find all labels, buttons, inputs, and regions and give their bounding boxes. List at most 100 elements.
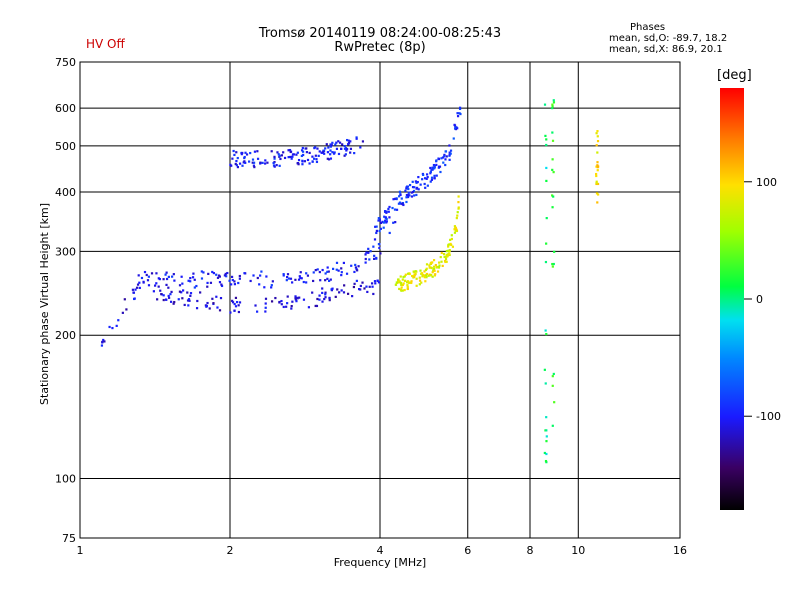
data-point [595,144,598,147]
x-tick-label: 1 [77,544,84,557]
data-point [543,103,547,106]
data-point [403,275,406,278]
data-point [253,150,257,153]
data-point [393,208,397,211]
data-point [324,272,327,275]
data-point [429,180,432,183]
data-point [595,174,598,178]
data-point [244,161,247,164]
data-point [553,250,556,253]
data-point [411,190,415,194]
data-point [454,226,457,229]
data-point [322,150,325,154]
data-point [235,300,239,304]
data-point [412,270,415,273]
data-point [287,156,290,159]
data-point [357,265,360,268]
data-point [422,173,425,177]
data-point [355,268,358,271]
data-point [333,151,336,154]
phases-title: Phases [630,22,666,33]
data-point [414,180,417,183]
data-point [230,164,233,167]
data-point [366,290,369,294]
data-point [164,273,167,276]
data-point [305,281,308,284]
data-point [169,300,173,303]
data-point [595,132,598,135]
data-point [379,227,383,230]
data-point [191,276,195,279]
data-point [215,295,218,298]
data-point [232,149,235,153]
data-point [400,197,403,200]
data-point [314,154,317,157]
data-point [325,143,328,146]
data-point [545,435,548,438]
data-point [458,112,461,115]
data-point [125,308,128,311]
data-point [286,302,289,305]
data-point [256,310,259,313]
x-tick-label: 2 [227,544,234,557]
data-point [337,269,340,272]
data-point [375,225,378,228]
colorbar-tick-label: 100 [756,176,777,189]
data-point [287,149,290,152]
data-point [416,180,419,184]
data-point [456,214,459,217]
data-point [212,302,215,305]
data-point [264,310,267,313]
data-point [132,291,135,294]
data-point [327,146,330,149]
data-point [283,156,287,160]
data-point [258,283,261,286]
data-point [162,278,165,281]
data-point [367,251,370,254]
data-point [545,440,548,443]
data-point [296,151,299,154]
data-point [243,155,246,159]
data-point [336,288,339,291]
data-point [354,266,358,269]
data-point [415,193,418,197]
data-point [329,145,332,148]
data-point [233,153,236,157]
data-point [315,304,319,308]
data-point [136,283,140,286]
data-point [324,147,327,150]
x-axis-label: Frequency [MHz] [333,556,427,569]
data-point [256,157,260,160]
data-point [340,267,343,270]
data-point [159,289,162,292]
data-points [100,99,600,464]
data-point [264,302,267,305]
data-point [457,207,460,210]
data-point [200,270,203,273]
data-point [343,147,347,150]
data-point [205,304,208,308]
data-point [377,219,380,222]
data-point [370,282,374,285]
data-point [167,286,170,289]
data-point [388,205,391,209]
data-point [199,291,202,294]
data-point [449,238,452,241]
data-point [447,243,450,246]
data-point [445,255,448,258]
data-point [231,299,234,302]
data-point [138,281,141,284]
data-point [595,192,599,195]
data-point [270,286,273,289]
data-point [300,154,303,158]
data-point [400,283,403,286]
data-point [545,429,548,432]
data-point [420,281,423,284]
data-point [451,245,455,248]
data-point [424,274,428,277]
data-point [418,279,422,282]
data-point [156,298,159,301]
data-point [186,299,190,302]
data-point [435,174,438,177]
data-point [297,278,301,281]
